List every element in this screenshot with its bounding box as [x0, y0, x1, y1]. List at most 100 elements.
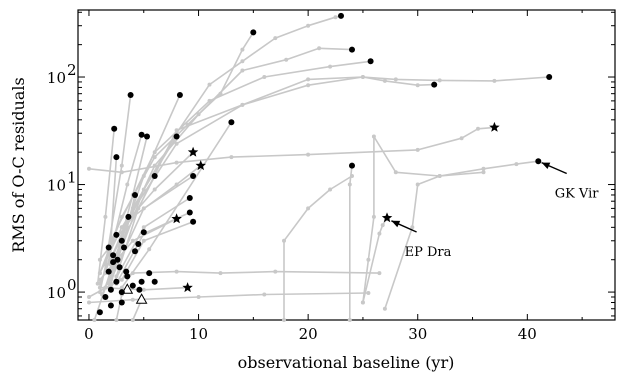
series-track-7: [283, 175, 353, 320]
series-point: [147, 247, 152, 252]
series-point: [437, 174, 442, 178]
cluster-dot-marker: [118, 289, 125, 296]
end-star-marker: [182, 282, 193, 293]
y-tick-label: 10: [47, 177, 66, 195]
series-point: [306, 152, 311, 157]
series-point: [306, 77, 311, 82]
series-point: [218, 271, 223, 276]
series-point: [141, 238, 146, 243]
series-point: [282, 238, 286, 243]
series-track-9: [362, 135, 484, 303]
series-point: [347, 182, 352, 187]
cluster-dot-marker: [113, 231, 120, 238]
series-point: [174, 160, 179, 165]
series-point: [92, 318, 97, 322]
end-dot-marker: [138, 131, 145, 138]
series-point: [360, 75, 365, 79]
series-track-13: [88, 292, 369, 304]
series-point: [481, 170, 486, 175]
end-star-marker: [187, 146, 199, 157]
series-point: [262, 75, 267, 79]
cluster-dot-marker: [132, 248, 138, 255]
series-point: [240, 102, 245, 107]
end-dot-marker: [125, 213, 132, 220]
y-tick-label: 10: [47, 69, 66, 87]
series-point: [119, 225, 124, 230]
series-point: [125, 182, 130, 187]
end-dot-marker: [151, 173, 158, 179]
series-point: [103, 285, 108, 290]
x-tick-label: 20: [299, 325, 318, 343]
series-point: [103, 214, 108, 219]
series-point: [240, 59, 245, 64]
series-point: [514, 162, 519, 167]
y-tick-exponent: 2: [67, 61, 77, 79]
series-point: [152, 155, 157, 160]
cluster-dot-marker: [114, 256, 121, 263]
series-point: [174, 128, 179, 133]
cluster-dot-marker: [105, 268, 112, 275]
series-point: [87, 295, 91, 299]
end-triangle-marker: [121, 283, 134, 294]
annotations-layer: GK Vir EP Dra: [391, 161, 599, 260]
cluster-dot-marker: [151, 278, 158, 285]
series-point: [476, 126, 480, 131]
series-point: [306, 83, 311, 88]
cluster-dot-marker: [138, 278, 145, 285]
series-point: [371, 134, 376, 139]
series-point: [382, 306, 387, 311]
end-dot-marker: [144, 133, 150, 140]
series-point: [141, 206, 146, 211]
series-point: [87, 300, 91, 305]
series-point: [114, 274, 119, 279]
series-point: [141, 225, 146, 230]
end-star-marker: [381, 212, 393, 223]
series-point: [273, 269, 278, 274]
y-tick-exponent: 1: [67, 169, 77, 187]
series-point: [492, 78, 497, 83]
series-point: [366, 257, 371, 262]
y-axis-title: RMS of O-C residuals: [9, 77, 28, 252]
cluster-dot-marker: [110, 252, 117, 259]
cluster-dot-marker: [146, 270, 153, 277]
series-point: [306, 206, 311, 211]
series-point: [103, 262, 108, 267]
end-dot-marker: [546, 74, 553, 80]
series-point: [174, 141, 179, 146]
cluster-dot-marker: [121, 244, 127, 251]
end-triangle-marker: [135, 293, 148, 304]
series-point: [437, 78, 442, 83]
series-point: [328, 187, 333, 192]
end-dot-marker: [110, 259, 117, 266]
series-point: [119, 277, 124, 282]
series-point: [119, 163, 124, 168]
series-track-5: [121, 76, 435, 228]
end-dot-marker: [367, 58, 374, 65]
series-point: [371, 214, 376, 219]
end-dot-marker: [190, 173, 197, 179]
cluster-dot-marker: [136, 286, 143, 293]
end-dot-marker: [338, 12, 344, 19]
end-dot-marker: [190, 218, 197, 225]
x-tick-label: 0: [84, 325, 94, 343]
x-tick-label: 30: [408, 325, 427, 343]
series-point: [393, 77, 398, 82]
markers-layer: [96, 12, 553, 316]
series-track-4: [110, 60, 371, 242]
end-dot-marker: [176, 92, 183, 98]
series-point: [196, 112, 201, 117]
series-point: [366, 291, 371, 295]
series-point: [130, 297, 135, 302]
series-point: [108, 281, 113, 286]
series-point: [273, 36, 278, 41]
series-point: [136, 206, 141, 211]
series-point: [174, 269, 179, 274]
end-dot-marker: [132, 192, 138, 198]
series-point: [152, 187, 157, 192]
series-point: [415, 147, 420, 152]
x-axis-title: observational baseline (yr): [238, 353, 455, 372]
series-point: [207, 82, 212, 87]
series-point: [152, 163, 157, 168]
series-point: [410, 225, 415, 230]
